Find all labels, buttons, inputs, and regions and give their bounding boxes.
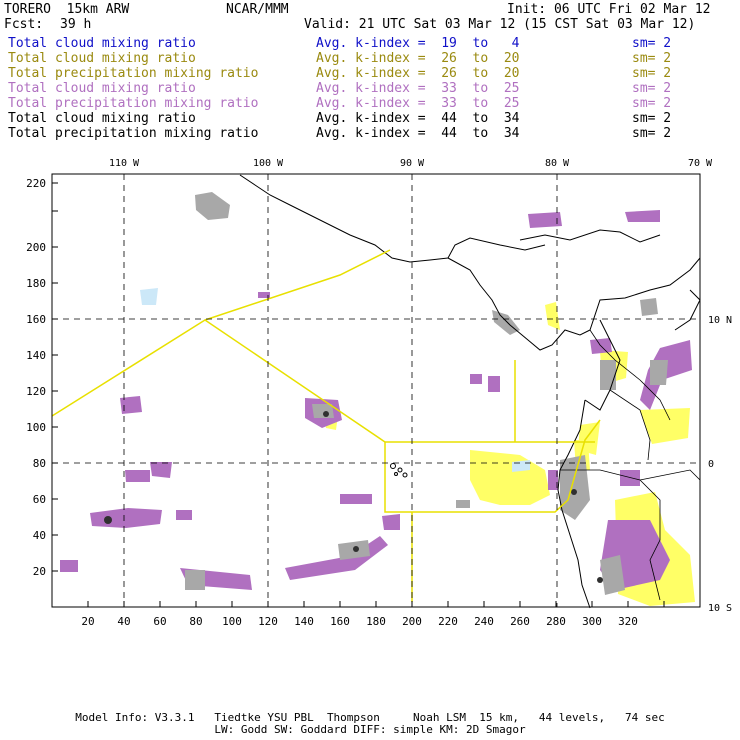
x-tick-label: 140	[294, 615, 314, 628]
longitude-label: 70 W	[688, 158, 713, 169]
x-tick-label: 220	[438, 615, 458, 628]
y-tick-label: 120	[26, 385, 46, 398]
latitude-label: 0	[708, 459, 714, 470]
y-tick-label: 100	[26, 421, 46, 434]
x-tick-label: 160	[330, 615, 350, 628]
x-tick-labels: 20 40 60 80 100 120 140 160 180 200 220 …	[81, 615, 638, 628]
legend-smoothing: sm= 2	[632, 96, 672, 111]
legend-smoothing: sm= 2	[632, 51, 672, 66]
legend-kindex: Avg. k-index = 44 to 34	[316, 126, 520, 141]
legend-kindex: Avg. k-index = 19 to 4	[316, 36, 520, 51]
y-axis-ticks	[52, 182, 58, 572]
legend-field: Total cloud mixing ratio	[8, 111, 196, 126]
x-tick-label: 240	[474, 615, 494, 628]
x-tick-label: 40	[117, 615, 130, 628]
y-tick-label: 40	[33, 529, 46, 542]
longitude-label: 100 W	[253, 158, 284, 169]
x-tick-label: 60	[153, 615, 166, 628]
legend-smoothing: sm= 2	[632, 66, 672, 81]
country-borders	[560, 329, 701, 601]
legend-field: Total precipitation mixing ratio	[8, 66, 259, 81]
model-info-line2: LW: Godd SW: Goddard DIFF: simple KM: 2D…	[214, 723, 526, 736]
legend-smoothing: sm= 2	[632, 36, 672, 51]
y-tick-label: 140	[26, 349, 46, 362]
legend-kindex: Avg. k-index = 26 to 20	[316, 66, 520, 81]
y-tick-label: 80	[33, 457, 46, 470]
coastlines	[239, 174, 701, 609]
y-tick-label: 200	[26, 241, 46, 254]
longitude-labels: 110 W 100 W 90 W 80 W 70 W	[109, 158, 713, 169]
y-tick-label: 60	[33, 493, 46, 506]
legend-field: Total precipitation mixing ratio	[8, 96, 259, 111]
purple-shading	[60, 210, 692, 590]
x-tick-label: 280	[546, 615, 566, 628]
organization-label: NCAR/MMM	[226, 2, 289, 17]
y-tick-label: 160	[26, 313, 46, 326]
forecast-hours: 39 h	[60, 17, 92, 32]
model-info-line1: Model Info: V3.3.1 Tiedtke YSU PBL Thomp…	[75, 711, 665, 724]
longitude-label: 80 W	[545, 158, 570, 169]
legend-smoothing: sm= 2	[632, 81, 672, 96]
galapagos-islands	[390, 463, 408, 478]
model-title: TORERO 15km ARW	[4, 2, 130, 17]
latitude-label: 10 N	[708, 315, 732, 326]
longitude-label: 90 W	[400, 158, 425, 169]
x-tick-label: 20	[81, 615, 94, 628]
graticule	[52, 174, 700, 607]
valid-time: Valid: 21 UTC Sat 03 Mar 12 (15 CST Sat …	[304, 17, 696, 32]
y-tick-label: 20	[33, 565, 46, 578]
x-tick-label: 260	[510, 615, 530, 628]
latitude-labels: 10 N 0 10 S	[708, 315, 732, 614]
longitude-label: 110 W	[109, 158, 140, 169]
legend-kindex: Avg. k-index = 33 to 25	[316, 96, 520, 111]
y-tick-labels: 20 40 60 80 100 120 140 160 180 200 220	[26, 177, 46, 578]
x-tick-label: 300	[582, 615, 602, 628]
legend-smoothing: sm= 2	[632, 126, 672, 141]
legend-kindex: Avg. k-index = 44 to 34	[316, 111, 520, 126]
legend-field: Total cloud mixing ratio	[8, 51, 196, 66]
latitude-label: 10 S	[708, 603, 732, 614]
legend-smoothing: sm= 2	[632, 111, 672, 126]
x-tick-label: 320	[618, 615, 638, 628]
x-tick-label: 80	[189, 615, 202, 628]
x-tick-label: 200	[402, 615, 422, 628]
legend-kindex: Avg. k-index = 33 to 25	[316, 81, 520, 96]
legend-field: Total cloud mixing ratio	[8, 36, 196, 51]
y-tick-label: 220	[26, 177, 46, 190]
legend-field: Total cloud mixing ratio	[8, 81, 196, 96]
init-time: Init: 06 UTC Fri 02 Mar 12	[507, 2, 711, 17]
legend-field: Total precipitation mixing ratio	[8, 126, 259, 141]
x-axis-ticks	[87, 601, 665, 607]
forecast-label: Fcst:	[4, 17, 44, 32]
x-tick-label: 100	[222, 615, 242, 628]
gray-shading	[185, 192, 668, 595]
dark-core-shading	[104, 411, 603, 583]
legend-kindex: Avg. k-index = 26 to 20	[316, 51, 520, 66]
x-tick-label: 180	[366, 615, 386, 628]
y-tick-label: 180	[26, 277, 46, 290]
x-tick-label: 120	[258, 615, 278, 628]
